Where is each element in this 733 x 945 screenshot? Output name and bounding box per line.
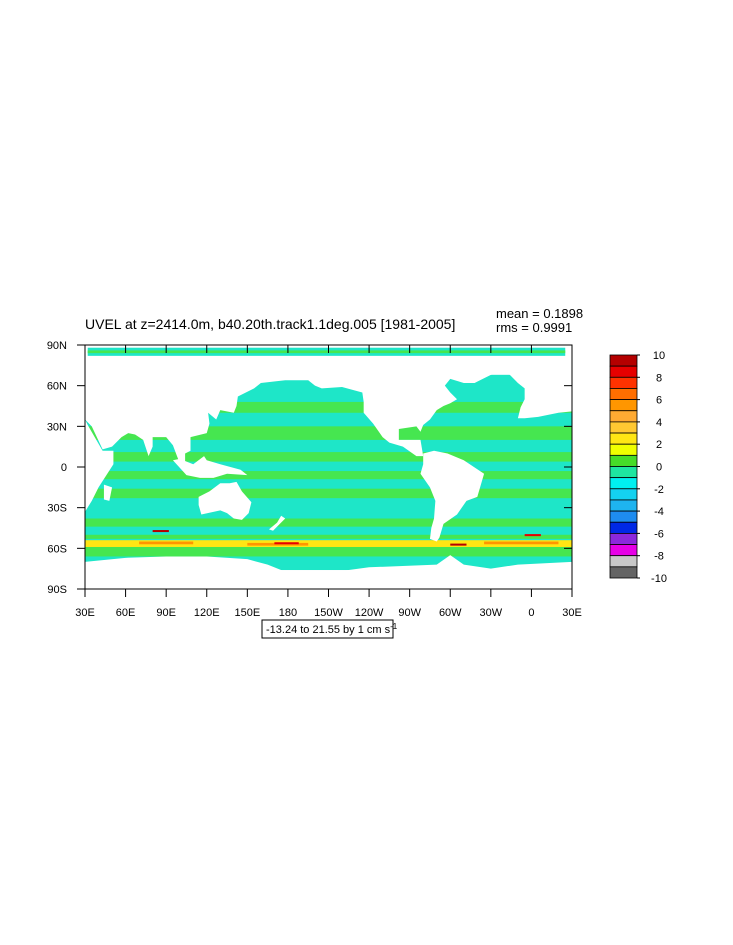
- x-tick-label: 60E: [116, 607, 136, 619]
- x-tick-label: 60W: [439, 607, 462, 619]
- mean-stat: mean = 0.1898: [496, 306, 583, 321]
- map-field: [85, 345, 572, 589]
- y-tick-label: 90S: [47, 584, 67, 596]
- colorbar-label: 8: [656, 372, 662, 384]
- colorbar-label: 10: [653, 350, 665, 362]
- y-tick-label: 60N: [47, 381, 67, 393]
- x-tick-label: 150W: [314, 607, 343, 619]
- colorbar-box: [609, 354, 638, 367]
- acc-streaks: [85, 530, 572, 547]
- y-tick-label: 90N: [47, 340, 67, 352]
- info-main: -13.24 to 21.55 by 1 cm s: [266, 624, 391, 636]
- y-tick-label: 30S: [47, 503, 67, 515]
- y-tick-label: 30N: [47, 421, 67, 433]
- map-area: [85, 345, 572, 589]
- colorbar-label: 2: [656, 439, 662, 451]
- colorbar-box: [609, 376, 638, 389]
- land: [85, 345, 572, 589]
- colorbar-box: [609, 443, 638, 456]
- colorbar-box: [609, 499, 638, 512]
- colorbar-box: [609, 555, 638, 568]
- info-text: -13.24 to 21.55 by 1 cm s-1: [266, 622, 398, 636]
- rms-stat: rms = 0.9991: [496, 320, 572, 335]
- colorbar-box: [609, 510, 638, 523]
- colorbar-box: [609, 544, 638, 557]
- colorbar-box: [609, 410, 638, 423]
- colorbar-box: [609, 566, 638, 579]
- x-tick-label: 0: [528, 607, 534, 619]
- colorbar-box: [609, 521, 638, 534]
- info-superscript: -1: [390, 622, 398, 631]
- colorbar-box: [609, 488, 638, 501]
- colorbar-label: -2: [654, 484, 664, 496]
- colorbar-box: [609, 466, 638, 479]
- x-tick-label: 150E: [234, 607, 260, 619]
- colorbar-box: [609, 454, 638, 467]
- colorbar-label: 6: [656, 395, 662, 407]
- arctic-band: [87, 350, 566, 354]
- colorbar-label: 0: [656, 462, 662, 474]
- colorbar-box: [609, 365, 638, 378]
- colorbar-label: -10: [651, 573, 667, 585]
- colorbar-box: [609, 533, 638, 545]
- colorbar-label: -8: [654, 551, 664, 563]
- y-tick-label: 0: [61, 462, 67, 474]
- x-tick-label: 30E: [562, 607, 582, 619]
- x-tick-label: 30E: [75, 607, 95, 619]
- info-box: [261, 619, 394, 639]
- x-tick-label: 30W: [480, 607, 503, 619]
- colorbar-label: -4: [654, 506, 664, 518]
- colorbar-label: -6: [654, 528, 664, 540]
- colorbar-box: [609, 388, 638, 401]
- colorbar-box: [609, 477, 638, 490]
- colorbar-box: [609, 421, 638, 434]
- y-tick-label: 60S: [47, 543, 67, 555]
- x-tick-label: 120E: [194, 607, 220, 619]
- colorbar-box: [609, 432, 638, 445]
- colorbar-box: [609, 399, 638, 412]
- x-tick-label: 180: [279, 607, 297, 619]
- x-tick-label: 90W: [398, 607, 421, 619]
- plot-title: UVEL at z=2414.0m, b40.20th.track1.1deg.…: [85, 316, 455, 332]
- x-tick-label: 120W: [355, 607, 384, 619]
- colorbar-label: 4: [656, 417, 662, 429]
- x-tick-label: 90E: [156, 607, 176, 619]
